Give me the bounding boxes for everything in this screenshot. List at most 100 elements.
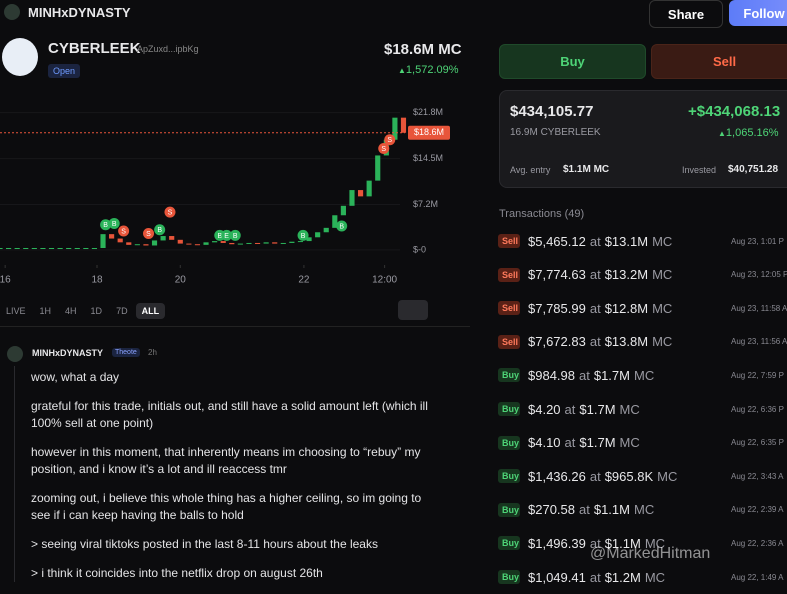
candle — [323, 227, 329, 233]
token-name: CYBERLEEK — [48, 40, 141, 57]
sell-label: Sell — [712, 54, 737, 69]
transaction-row[interactable]: Buy $1,049.41 at $1.2M MC Aug 22, 1:49 A — [498, 565, 787, 589]
tx-at: at — [564, 435, 576, 451]
transaction-row[interactable]: Buy $4.10 at $1.7M MC Aug 22, 6:35 P — [498, 431, 787, 455]
tx-mc-unit: MC — [633, 502, 655, 518]
tx-date: Aug 23, 11:56 A — [731, 337, 787, 347]
position-value: $434,105.77 — [510, 103, 594, 120]
post-paragraph: > i think it coincides into the netflix … — [31, 566, 323, 580]
transaction-row[interactable]: Buy $1,436.26 at $965.8K MC Aug 22, 3:43 A — [498, 464, 787, 488]
tx-date: Aug 23, 11:58 A — [731, 303, 787, 313]
share-button[interactable]: Share — [649, 0, 723, 28]
candle — [57, 248, 63, 249]
side-badge: Buy — [498, 502, 520, 517]
tx-amount: $7,785.99 — [528, 300, 586, 316]
candle-toggle[interactable] — [398, 300, 428, 320]
candle — [272, 242, 278, 244]
transaction-row[interactable]: Buy $4.20 at $1.7M MC Aug 22, 6:36 P — [498, 397, 787, 421]
candle — [109, 234, 115, 239]
y-tick-label: $14.5M — [413, 153, 443, 163]
trade-marker — [378, 143, 390, 155]
candle — [400, 117, 407, 133]
follow-button[interactable]: Follow — [729, 0, 787, 26]
trade-marker — [100, 219, 112, 231]
y-tick-label: $21.8M — [413, 107, 443, 117]
candle — [340, 205, 346, 216]
status-badge: Open — [48, 64, 81, 78]
timeframe[interactable]: 4H — [65, 306, 77, 316]
candle — [289, 241, 295, 243]
transaction-row[interactable]: Sell $5,465.12 at $13.1M MC Aug 23, 1:01 P — [498, 229, 787, 253]
trade-marker — [118, 225, 130, 237]
post-author[interactable]: MINHxDYNASTY — [32, 348, 104, 358]
transaction-row[interactable]: Sell $7,785.99 at $12.8M MC Aug 23, 11:58 A — [498, 296, 787, 320]
pnl: +$434,068.13 — [688, 103, 781, 120]
tx-mc-unit: MC — [652, 267, 673, 283]
tx-mc-unit: MC — [633, 367, 655, 383]
timeframe[interactable]: ALL — [135, 303, 166, 319]
transaction-row[interactable]: Buy $1,496.39 at $1.1M MC Aug 22, 2:36 A — [498, 531, 787, 555]
tx-amount: $270.58 — [528, 502, 575, 518]
tx-mc-unit: MC — [644, 535, 666, 551]
timeframe[interactable]: 7D — [116, 306, 128, 316]
trade-marker-label: S — [168, 209, 173, 216]
candle — [100, 234, 106, 248]
timeframe[interactable]: 1D — [90, 306, 103, 316]
side-badge: Buy — [498, 402, 520, 416]
side-badge: Sell — [498, 234, 520, 248]
tx-mc: $13.2M — [604, 267, 649, 283]
candle — [357, 190, 364, 197]
transaction-row[interactable]: Buy $984.98 at $1.7M MC Aug 22, 7:59 P — [498, 363, 787, 387]
candle — [194, 244, 201, 246]
tx-mc: $1.7M — [579, 401, 616, 417]
tx-date: Aug 22, 2:39 A — [731, 505, 784, 515]
tx-amount: $1,496.39 — [528, 535, 586, 551]
x-tick-label: 16 — [0, 275, 11, 286]
transaction-row[interactable]: Sell $7,774.63 at $13.2M MC Aug 23, 12:05 P — [498, 263, 787, 287]
trade-marker-label: B — [103, 222, 108, 229]
sell-button[interactable]: Sell — [651, 44, 787, 79]
side-badge: Buy — [498, 570, 520, 584]
candle — [23, 248, 29, 249]
tx-at: at — [589, 334, 601, 350]
tx-date: Aug 22, 3:43 A — [731, 471, 784, 481]
candle — [83, 248, 89, 249]
timeframe[interactable]: 1H — [39, 306, 52, 316]
trade-marker — [164, 206, 176, 218]
trade-marker — [154, 224, 166, 236]
y-tick-label: $7.2M — [413, 199, 438, 209]
tx-date: Aug 22, 1:49 A — [731, 572, 784, 582]
candle — [203, 242, 209, 245]
candle — [220, 241, 226, 243]
transaction-row[interactable]: Buy $270.58 at $1.1M MC Aug 22, 2:39 A — [498, 498, 787, 522]
timeframe[interactable]: LIVE — [6, 306, 26, 316]
change: 1,572.09% — [398, 64, 459, 76]
tx-at: at — [579, 502, 590, 518]
candle — [349, 190, 355, 206]
tx-mc: $1.7M — [579, 435, 616, 451]
post-paragraph: grateful for this trade, initials out, a… — [31, 399, 428, 430]
thread-line — [14, 366, 15, 582]
trade-marker-label: B — [157, 227, 162, 234]
divider — [0, 326, 470, 327]
watermark: @MarkedHitman — [590, 545, 711, 562]
y-tick-label: $-0 — [413, 244, 426, 254]
transaction-row[interactable]: Sell $7,672.83 at $13.8M MC Aug 23, 11:56 A — [498, 330, 787, 354]
buy-button[interactable]: Buy — [499, 44, 646, 79]
tx-amount: $1,436.26 — [528, 468, 586, 484]
tx-at: at — [589, 569, 601, 585]
current-price-tag — [408, 125, 450, 140]
candle — [160, 236, 166, 241]
tx-mc: $1.2M — [604, 569, 641, 585]
x-tick-label: 20 — [175, 275, 187, 286]
username[interactable]: MINHxDYNASTY — [28, 5, 131, 20]
tx-mc-unit: MC — [652, 300, 673, 316]
tx-mc-unit: MC — [652, 233, 673, 249]
tx-mc-unit: MC — [644, 569, 666, 585]
avg-label: Avg. entry — [510, 165, 551, 175]
candle — [332, 215, 338, 228]
transactions-title: Transactions (49) — [499, 208, 585, 220]
post-time: 2h — [148, 348, 157, 357]
token-address[interactable]: ApZuxd...ipbKg — [137, 44, 199, 54]
trade-marker-label: B — [217, 233, 222, 240]
